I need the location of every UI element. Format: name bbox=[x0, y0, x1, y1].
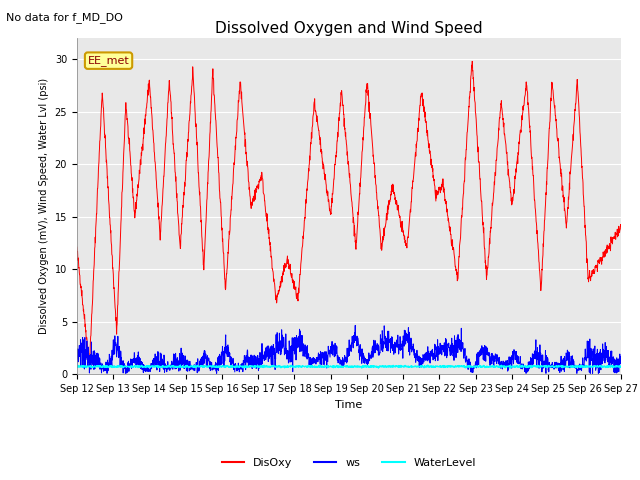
ws bbox=[103, 371, 111, 376]
ws bbox=[225, 351, 232, 357]
ws bbox=[584, 339, 592, 345]
Y-axis label: Dissolved Oxygen (mV), Wind Speed, Water Lvl (psi): Dissolved Oxygen (mV), Wind Speed, Water… bbox=[39, 78, 49, 335]
DisOxy bbox=[225, 237, 232, 243]
X-axis label: Time: Time bbox=[335, 400, 362, 409]
WaterLevel bbox=[225, 364, 232, 370]
WaterLevel bbox=[508, 364, 515, 370]
ws bbox=[365, 350, 372, 356]
ws bbox=[617, 358, 625, 364]
Line: WaterLevel: WaterLevel bbox=[77, 365, 621, 368]
WaterLevel bbox=[376, 363, 384, 369]
ws bbox=[351, 323, 359, 328]
DisOxy bbox=[570, 132, 577, 137]
WaterLevel bbox=[365, 363, 372, 369]
Line: DisOxy: DisOxy bbox=[77, 61, 621, 363]
WaterLevel bbox=[177, 362, 184, 368]
DisOxy bbox=[508, 198, 515, 204]
DisOxy bbox=[376, 234, 384, 240]
DisOxy bbox=[617, 223, 625, 229]
DisOxy bbox=[584, 275, 592, 280]
WaterLevel bbox=[570, 364, 577, 370]
ws bbox=[508, 356, 515, 362]
DisOxy bbox=[85, 360, 93, 366]
WaterLevel bbox=[584, 364, 592, 370]
DisOxy bbox=[365, 94, 372, 100]
WaterLevel bbox=[617, 364, 625, 370]
WaterLevel bbox=[506, 365, 514, 371]
ws bbox=[73, 362, 81, 368]
DisOxy bbox=[468, 59, 476, 64]
Legend: DisOxy, ws, WaterLevel: DisOxy, ws, WaterLevel bbox=[217, 454, 481, 473]
ws bbox=[377, 340, 385, 346]
DisOxy bbox=[73, 244, 81, 250]
Text: No data for f_MD_DO: No data for f_MD_DO bbox=[6, 12, 124, 23]
Title: Dissolved Oxygen and Wind Speed: Dissolved Oxygen and Wind Speed bbox=[215, 21, 483, 36]
ws bbox=[570, 362, 577, 368]
WaterLevel bbox=[73, 363, 81, 369]
Text: EE_met: EE_met bbox=[88, 55, 129, 66]
Line: ws: ws bbox=[77, 325, 621, 373]
